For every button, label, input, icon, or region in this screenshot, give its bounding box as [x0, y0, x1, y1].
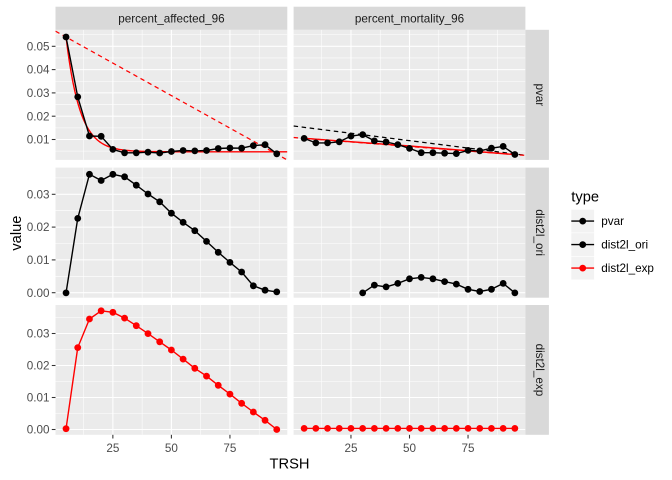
svg-text:75: 75 [462, 442, 476, 455]
svg-text:50: 50 [403, 442, 417, 455]
svg-text:0.01: 0.01 [27, 392, 50, 405]
svg-text:type: type [571, 190, 599, 206]
svg-text:pvar: pvar [533, 83, 546, 106]
svg-text:25: 25 [106, 442, 120, 455]
svg-text:0.04: 0.04 [27, 64, 50, 77]
svg-text:0.00: 0.00 [27, 424, 50, 437]
svg-text:0.03: 0.03 [27, 87, 50, 100]
svg-text:0.00: 0.00 [27, 287, 50, 300]
svg-text:pvar: pvar [601, 215, 624, 228]
svg-text:25: 25 [344, 442, 358, 455]
svg-text:0.01: 0.01 [27, 134, 50, 147]
svg-text:0.05: 0.05 [27, 40, 50, 53]
svg-text:TRSH: TRSH [270, 456, 310, 472]
svg-text:0.03: 0.03 [27, 328, 50, 341]
svg-text:50: 50 [165, 442, 179, 455]
svg-text:dist2l_exp: dist2l_exp [601, 262, 654, 275]
svg-text:0.02: 0.02 [27, 360, 50, 373]
svg-text:0.02: 0.02 [27, 221, 50, 234]
svg-text:percent_mortality_96: percent_mortality_96 [355, 12, 464, 25]
svg-text:0.03: 0.03 [27, 188, 50, 201]
svg-text:dist2l_ori: dist2l_ori [533, 209, 546, 256]
svg-text:dist2l_exp: dist2l_exp [533, 344, 546, 397]
svg-text:0.02: 0.02 [27, 110, 50, 123]
svg-text:percent_affected_96: percent_affected_96 [118, 12, 224, 25]
svg-text:0.01: 0.01 [27, 254, 50, 267]
svg-text:75: 75 [223, 442, 237, 455]
svg-text:dist2l_ori: dist2l_ori [601, 239, 648, 252]
svg-text:value: value [9, 216, 25, 251]
